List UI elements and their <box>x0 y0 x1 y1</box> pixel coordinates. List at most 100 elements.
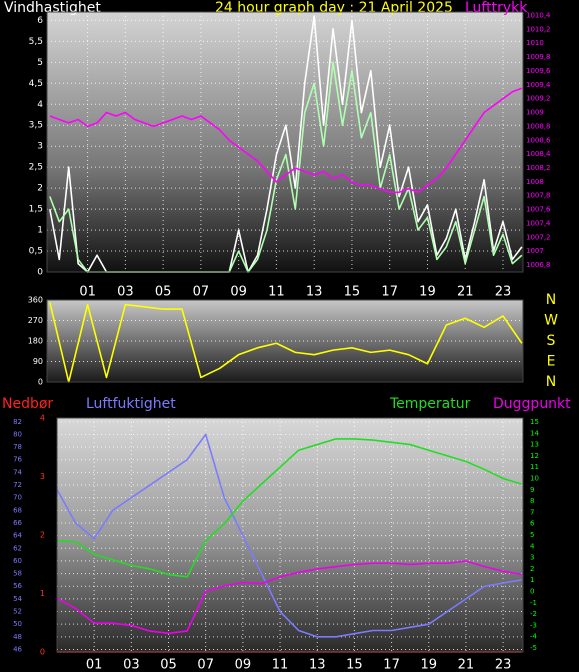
y2-tick-label: 14 <box>530 429 539 437</box>
series-line <box>56 438 522 578</box>
legend-label: Nedbør <box>2 396 53 412</box>
y2-tick-label: 1010,4 <box>526 11 551 19</box>
y-tick-label: 68 <box>13 506 22 514</box>
x-tick-label: 09 <box>230 285 247 300</box>
y-tick-label: 74 <box>13 468 22 476</box>
y2-tick-label: 1010 <box>526 39 544 47</box>
x-tick-label: 09 <box>235 658 252 672</box>
y2-tick-label: 1008,8 <box>526 122 551 130</box>
y-tick-label: 0,5 <box>29 247 43 257</box>
x-tick-label: 03 <box>117 285 134 300</box>
y2-tick-label: 5 <box>530 531 534 539</box>
y2-tick-label: 8 <box>530 497 534 505</box>
x-tick-label: 19 <box>420 658 437 672</box>
x-tick-label: 19 <box>419 285 436 300</box>
y-tick-label: 82 <box>13 418 22 426</box>
y-tick-label: 3,5 <box>29 121 43 131</box>
y2-tick-label: 0 <box>530 588 534 596</box>
plot-frame <box>56 417 524 653</box>
legend-label: Duggpunkt <box>493 396 571 412</box>
plot-frame <box>46 11 524 273</box>
y2-tick-label: 1008,4 <box>526 150 551 158</box>
plot-background <box>47 12 523 272</box>
y2-tick-label: 2 <box>530 565 534 573</box>
x-tick-label: 15 <box>346 658 363 672</box>
y-tick-label: 90 <box>33 357 43 366</box>
y-tick-label: 76 <box>13 456 22 464</box>
y2-tick-label: 3 <box>530 554 534 562</box>
y-tick-label: 4,5 <box>29 79 43 89</box>
y2-tick-label: 1009,6 <box>526 67 551 75</box>
y-tick-label: 62 <box>13 544 22 552</box>
y2-tick-label: 15 <box>530 418 539 426</box>
y2-tick-label: 1007,6 <box>526 206 551 214</box>
x-tick-label: 07 <box>193 285 210 300</box>
y-tick-label: 72 <box>13 481 22 489</box>
y3-tick-label: 4 <box>40 414 45 423</box>
plot-frame <box>46 299 524 383</box>
y2-tick-label: W <box>544 313 558 329</box>
series-line <box>49 87 523 194</box>
y-tick-label: 58 <box>13 570 22 578</box>
y-tick-label: 48 <box>13 633 22 641</box>
x-tick-label: 05 <box>155 285 172 300</box>
y2-tick-label: -4 <box>530 633 538 641</box>
y2-tick-label: 1007,8 <box>526 192 551 200</box>
x-tick-label: 13 <box>309 658 326 672</box>
y2-tick-label: 1007,2 <box>526 233 551 241</box>
x-tick-label: 07 <box>197 658 214 672</box>
y2-tick-label: 1009,2 <box>526 95 551 103</box>
y-tick-label: 0 <box>37 268 43 278</box>
x-tick-label: 17 <box>383 658 400 672</box>
y2-tick-label: -2 <box>530 610 537 618</box>
y2-tick-label: E <box>547 354 556 370</box>
y-tick-label: 80 <box>13 430 22 438</box>
x-tick-label: 15 <box>344 285 361 300</box>
legend-label: Lufttrykk <box>465 0 528 16</box>
x-tick-label: 11 <box>268 285 285 300</box>
y-tick-label: 1,5 <box>29 205 43 215</box>
y-tick-label: 5,5 <box>29 37 43 47</box>
y-tick-label: 60 <box>13 557 22 565</box>
y-tick-label: 2,5 <box>29 163 43 173</box>
y3-tick-label: 2 <box>40 531 45 540</box>
x-tick-label: 21 <box>457 285 474 300</box>
legend-label: Vindhastighet <box>4 0 101 16</box>
series-line <box>49 302 523 383</box>
x-tick-label: 21 <box>458 658 475 672</box>
y2-tick-label: 9 <box>530 486 534 494</box>
y2-tick-label: 1009,4 <box>526 81 551 89</box>
y2-tick-label: 1010,2 <box>526 25 551 33</box>
x-tick-label: 03 <box>123 658 140 672</box>
y-tick-label: 52 <box>13 608 22 616</box>
y-tick-label: 56 <box>13 582 22 590</box>
x-tick-label: 23 <box>495 285 512 300</box>
y3-tick-label: 0 <box>40 648 45 657</box>
y-tick-label: 46 <box>13 645 22 653</box>
y-tick-label: 180 <box>28 337 43 346</box>
x-tick-label: 13 <box>306 285 323 300</box>
y2-tick-label: 1009,8 <box>526 53 551 61</box>
x-tick-label: 23 <box>495 658 512 672</box>
y2-tick-label: 7 <box>530 508 534 516</box>
y2-tick-label: 13 <box>530 441 539 449</box>
x-tick-label: 11 <box>272 658 289 672</box>
y-tick-label: 0 <box>38 378 43 387</box>
y3-tick-label: 1 <box>40 589 45 598</box>
y-tick-label: 64 <box>13 532 22 540</box>
plot-background <box>57 418 523 652</box>
legend-label: Temperatur <box>389 396 471 412</box>
y2-tick-label: -5 <box>530 644 537 652</box>
x-tick-label: 01 <box>79 285 96 300</box>
y-tick-label: 50 <box>13 620 22 628</box>
y2-tick-label: 1008,6 <box>526 136 551 144</box>
y2-tick-label: 1 <box>530 576 534 584</box>
y2-tick-label: 10 <box>530 474 539 482</box>
y-tick-label: 54 <box>13 595 22 603</box>
y3-tick-label: 3 <box>40 472 45 481</box>
y-tick-label: 70 <box>13 494 22 502</box>
y2-tick-label: 1007 <box>526 247 544 255</box>
series-line <box>56 433 522 638</box>
